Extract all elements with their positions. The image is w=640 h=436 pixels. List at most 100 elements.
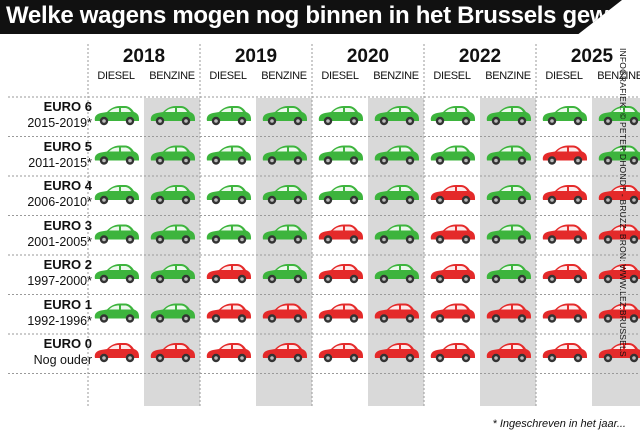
car-icon xyxy=(262,145,307,165)
car-icon xyxy=(374,106,419,126)
benzine-label: BENZINE xyxy=(261,70,307,82)
car-icon xyxy=(486,185,531,205)
year-label-2025: 2025 xyxy=(570,46,614,67)
car-icon xyxy=(486,264,531,284)
car-icon xyxy=(374,264,419,284)
car-icon xyxy=(542,145,587,165)
car-icon xyxy=(206,264,251,284)
car-icon xyxy=(318,264,363,284)
car-icon xyxy=(374,224,419,244)
car-icon xyxy=(542,303,587,323)
car-icon xyxy=(542,185,587,205)
title-bar: Welke wagens mogen nog binnen in het Bru… xyxy=(0,0,622,34)
euro-norm-label: EURO 3 xyxy=(43,217,92,233)
car-icon xyxy=(486,145,531,165)
car-icon xyxy=(430,185,475,205)
diesel-label: DIESEL xyxy=(545,70,583,82)
car-icon xyxy=(150,106,195,126)
car-icon xyxy=(150,343,195,363)
car-icon xyxy=(598,264,640,284)
car-icon xyxy=(206,343,251,363)
car-icon xyxy=(94,264,139,284)
benzine-band-2018 xyxy=(144,98,200,406)
car-icon xyxy=(374,303,419,323)
registration-years-label: 2015-2019* xyxy=(27,116,92,130)
registration-years-label: Nog ouder xyxy=(33,353,92,367)
registration-years-label: 2001-2005* xyxy=(27,234,92,249)
benzine-band-2022 xyxy=(480,98,536,406)
car-icon xyxy=(150,185,195,205)
year-label-2020: 2020 xyxy=(346,46,390,67)
car-icon xyxy=(150,264,195,284)
car-icon xyxy=(318,224,363,244)
benzine-label: BENZINE xyxy=(373,70,419,82)
car-icon xyxy=(318,185,363,205)
car-icon xyxy=(206,145,251,165)
year-label-2019: 2019 xyxy=(234,46,278,67)
car-icon xyxy=(150,303,195,323)
car-icon xyxy=(94,185,139,205)
car-icon xyxy=(94,343,139,363)
car-icon xyxy=(486,224,531,244)
car-icon xyxy=(262,185,307,205)
car-icon xyxy=(430,224,475,244)
car-icon xyxy=(542,264,587,284)
car-icon xyxy=(486,106,531,126)
car-icon xyxy=(206,303,251,323)
euro-norm-label: EURO 1 xyxy=(43,296,92,312)
car-icon xyxy=(598,343,640,363)
car-icon xyxy=(318,145,363,165)
car-icon xyxy=(430,145,475,165)
car-icon xyxy=(598,145,640,165)
car-icon xyxy=(262,106,307,126)
euro-norm-label: EURO 2 xyxy=(43,257,92,272)
registration-years-label: 1997-2000* xyxy=(27,274,92,288)
benzine-label: BENZINE xyxy=(485,70,531,82)
euro-norm-label: EURO 5 xyxy=(43,138,92,154)
car-icon xyxy=(262,264,307,284)
benzine-label: BENZINE xyxy=(149,70,195,82)
benzine-band-2020 xyxy=(368,98,424,406)
car-icon xyxy=(318,343,363,363)
year-label-2018: 2018 xyxy=(122,46,166,67)
car-icon xyxy=(206,185,251,205)
year-label-2022: 2022 xyxy=(458,46,502,67)
car-icon xyxy=(94,224,139,244)
car-icon xyxy=(430,106,475,126)
car-icon xyxy=(94,303,139,323)
diesel-label: DIESEL xyxy=(321,70,359,82)
diesel-label: DIESEL xyxy=(97,70,135,82)
car-icon xyxy=(150,224,195,244)
benzine-label: BENZINE xyxy=(597,70,640,82)
car-icon xyxy=(598,185,640,205)
car-icon xyxy=(374,185,419,205)
car-icon xyxy=(486,343,531,363)
car-icon xyxy=(430,264,475,284)
car-icon xyxy=(598,224,640,244)
registration-years-label: 2006-2010* xyxy=(27,195,92,209)
car-icon xyxy=(94,106,139,126)
car-icon xyxy=(542,224,587,244)
credit-text: INFOGRAFIEK: © PETER DHONDT - BRUZZ. BRO… xyxy=(618,48,628,357)
registration-years-label: 1992-1996* xyxy=(27,313,92,328)
page-title: Welke wagens mogen nog binnen in het Bru… xyxy=(6,2,640,29)
car-icon xyxy=(374,343,419,363)
car-icon xyxy=(318,106,363,126)
benzine-band-2019 xyxy=(256,98,312,406)
car-icon xyxy=(486,303,531,323)
car-icon xyxy=(430,303,475,323)
euro-norm-label: EURO 6 xyxy=(43,99,92,114)
car-icon xyxy=(542,106,587,126)
car-icon xyxy=(374,145,419,165)
car-icon xyxy=(318,303,363,323)
car-icon xyxy=(598,106,640,126)
euro-norm-label: EURO 4 xyxy=(43,178,92,193)
diesel-label: DIESEL xyxy=(433,70,471,82)
footnote: * Ingeschreven in het jaar... xyxy=(492,418,626,430)
car-icon xyxy=(598,303,640,323)
euro-norm-label: EURO 0 xyxy=(43,336,92,351)
car-icon xyxy=(542,343,587,363)
car-icon xyxy=(206,106,251,126)
car-icon xyxy=(262,224,307,244)
